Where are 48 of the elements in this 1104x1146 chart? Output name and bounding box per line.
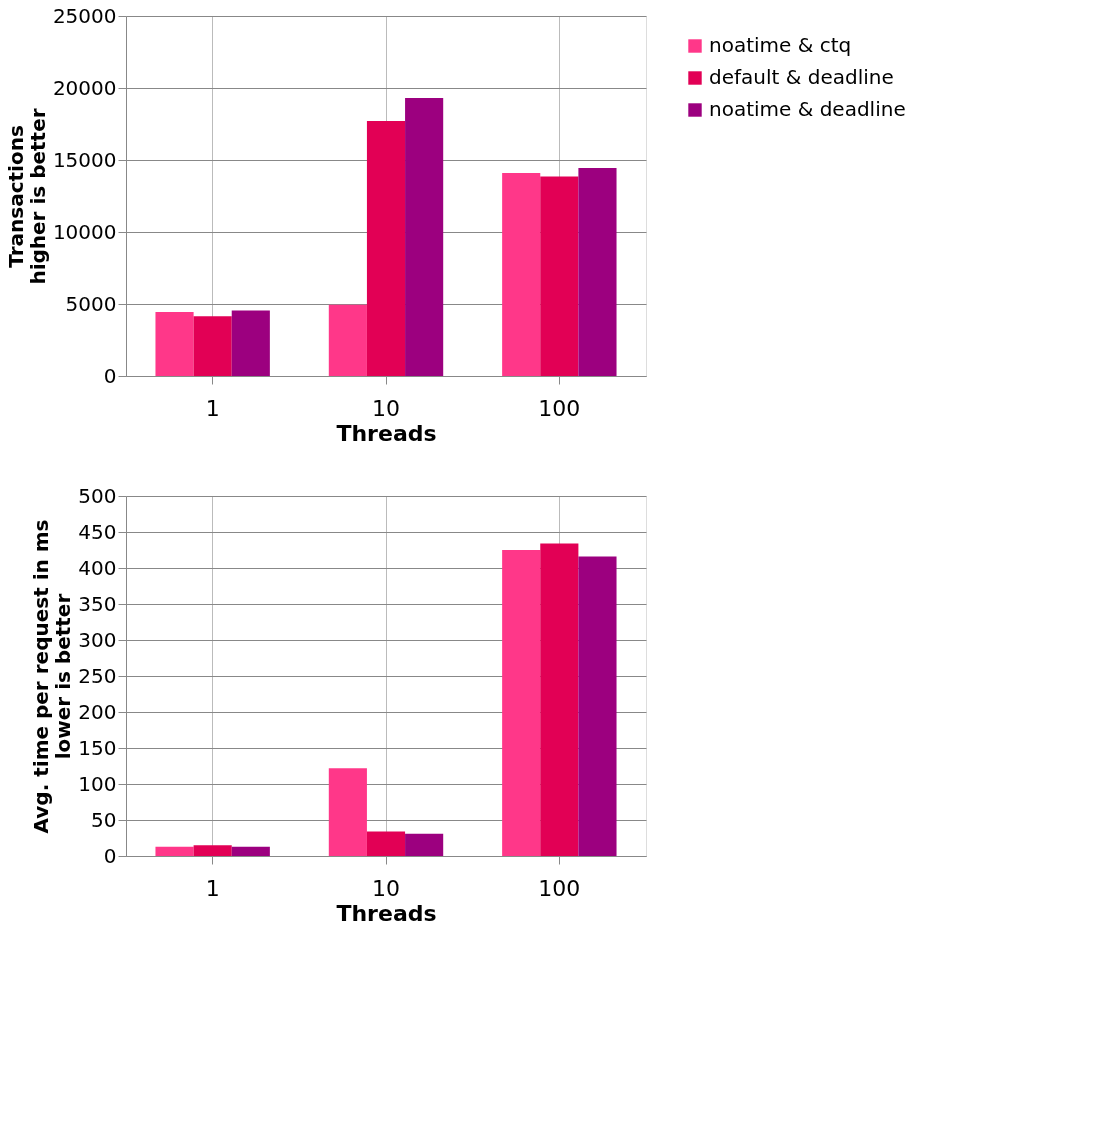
bar [328, 304, 367, 376]
bar [155, 846, 194, 856]
y-tick-label: 0 [103, 363, 117, 388]
legend-label: default & deadline [709, 65, 894, 89]
bar [578, 167, 617, 376]
x-axis-title: Threads [336, 900, 437, 926]
x-tick-label: 1 [205, 395, 220, 421]
y-tick-label: 150 [78, 735, 117, 760]
bar [502, 550, 541, 856]
bar [231, 846, 270, 856]
y-tick-label: 100 [78, 771, 117, 796]
y-tick-label: 450 [78, 519, 117, 544]
bar [366, 121, 406, 376]
y-tick-label: 200 [78, 699, 117, 724]
bar [328, 768, 367, 856]
y-tick-label: 15000 [52, 147, 117, 172]
legend-label: noatime & ctq [709, 33, 852, 57]
bar [405, 833, 444, 856]
y-axis-title: Avg. time per request in ms lower is better [29, 519, 76, 834]
y-tick-label: 400 [78, 555, 117, 580]
bar [193, 316, 232, 376]
bar [231, 310, 270, 376]
x-tick-label: 10 [372, 875, 400, 901]
y-tick-label: 50 [91, 807, 117, 832]
y-tick-label: 250 [78, 663, 117, 688]
y-tick-label: 25000 [52, 3, 117, 28]
bar [193, 845, 232, 856]
y-tick-label: 500 [78, 483, 117, 508]
x-axis-title: Threads [336, 420, 437, 446]
bar [578, 556, 617, 856]
bar [502, 172, 541, 376]
bar [540, 543, 579, 856]
legend-label: noatime & deadline [709, 97, 906, 121]
bar [405, 98, 444, 376]
y-tick-label: 300 [78, 627, 117, 652]
bar [155, 311, 194, 376]
y-tick-label: 350 [78, 591, 117, 616]
y-tick-label: 5000 [65, 291, 117, 316]
y-axis-title: Transactions higher is better [3, 108, 50, 285]
y-tick-label: 20000 [52, 75, 117, 100]
bar [540, 176, 579, 376]
y-tick-label: 0 [103, 843, 117, 868]
x-tick-label: 1 [205, 875, 220, 901]
x-tick-label: 100 [538, 395, 581, 421]
y-tick-label: 10000 [52, 219, 117, 244]
bar [366, 831, 406, 856]
x-tick-label: 10 [372, 395, 400, 421]
x-tick-label: 100 [538, 875, 581, 901]
